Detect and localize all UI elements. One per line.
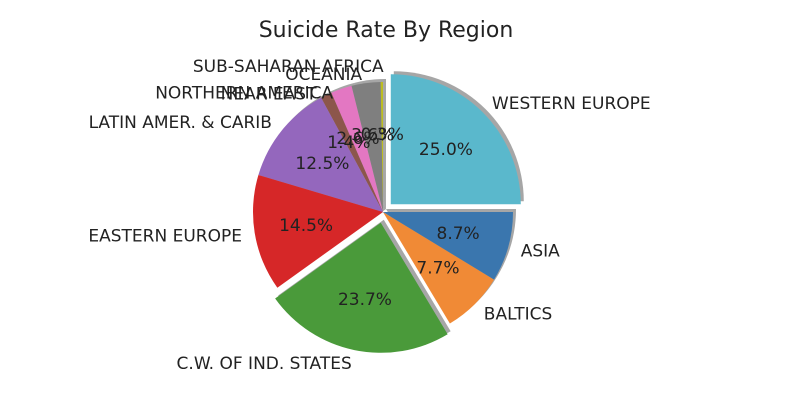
slice-label-c-w-of-ind-states: C.W. OF IND. STATES — [177, 354, 352, 374]
slice-percent-c-w-of-ind-states: 23.7% — [338, 290, 392, 310]
slice-label-latin-amer-carib: LATIN AMER. & CARIB — [89, 113, 272, 133]
slice-label-asia: ASIA — [521, 242, 560, 262]
slice-oceania — [351, 82, 383, 212]
slice-sub-saharan-africa — [380, 82, 383, 212]
slice-percent-near-east: 1.4% — [327, 133, 370, 153]
slice-percent-sub-saharan-africa: 0.3% — [361, 125, 404, 145]
slice-western-europe — [390, 74, 521, 205]
slice-near-east — [321, 92, 383, 212]
chart-title: Suicide Rate By Region — [259, 18, 514, 43]
slice-label-northern-america: NORTHERN AMERICA — [155, 84, 333, 104]
slice-eastern-europe — [253, 174, 383, 288]
slice-label-oceania: OCEANIA — [285, 65, 362, 85]
slice-percent-western-europe: 25.0% — [419, 140, 473, 160]
slice-c-w-of-ind-states — [275, 222, 448, 353]
slice-percent-northern-america: 2.6% — [336, 129, 379, 149]
slice-baltics — [383, 212, 495, 324]
slice-percent-labels: 25.0% 0.3%3.6%2.6%1.4%12.5% 14.5% 23.7% 7.7%… — [279, 125, 480, 310]
slice-percent-baltics: 7.7% — [416, 258, 459, 278]
slice-label-sub-saharan-africa: SUB-SAHARAN AFRICA — [193, 57, 384, 77]
slice-northern-america — [331, 85, 383, 212]
slice-percent-eastern-europe: 14.5% — [279, 216, 333, 236]
slice-percent-asia: 8.7% — [437, 224, 480, 244]
slice-latin-amer-carib — [258, 97, 383, 212]
slice-asia — [383, 212, 513, 280]
slice-shadow-sub-saharan-africa — [383, 79, 386, 209]
slice-label-baltics: BALTICS — [484, 304, 552, 324]
slice-percent-oceania: 3.6% — [351, 126, 394, 146]
slice-percent-latin-amer-carib: 12.5% — [295, 154, 349, 174]
slice-labels: WESTERN EUROPE SUB-SAHARAN AFRICAOCEANIAN… — [88, 57, 650, 374]
slice-label-eastern-europe: EASTERN EUROPE — [88, 227, 242, 247]
slice-label-western-europe: WESTERN EUROPE — [492, 94, 651, 114]
slice-label-near-east: NEAR EAST — [221, 84, 317, 104]
pie-slices — [253, 74, 521, 353]
